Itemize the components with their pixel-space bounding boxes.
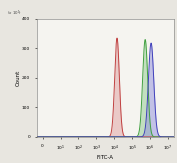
Y-axis label: Count: Count [16,70,21,86]
X-axis label: FITC-A: FITC-A [97,155,114,160]
Text: $(x\ 10^1)$: $(x\ 10^1)$ [7,8,22,18]
